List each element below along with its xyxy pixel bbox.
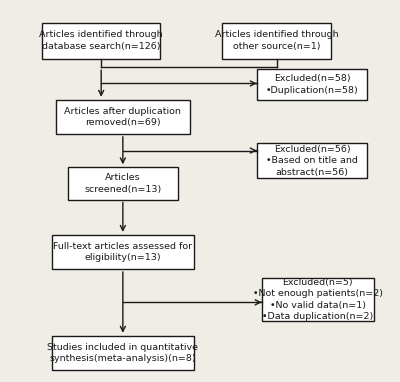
FancyBboxPatch shape: [52, 235, 194, 269]
FancyBboxPatch shape: [42, 23, 160, 59]
FancyBboxPatch shape: [222, 23, 331, 59]
FancyBboxPatch shape: [262, 278, 374, 321]
Text: Excluded(n=56)
•Based on title and
abstract(n=56): Excluded(n=56) •Based on title and abstr…: [266, 145, 358, 176]
Text: Articles identified through
other source(n=1): Articles identified through other source…: [215, 31, 338, 51]
FancyBboxPatch shape: [68, 167, 178, 199]
Text: Full-text articles assessed for
eligibility(n=13): Full-text articles assessed for eligibil…: [53, 242, 192, 262]
Text: Studies included in quantitative
synthesis(meta-analysis)(n=8): Studies included in quantitative synthes…: [47, 343, 198, 363]
FancyBboxPatch shape: [257, 69, 367, 100]
FancyBboxPatch shape: [257, 143, 367, 178]
FancyBboxPatch shape: [52, 336, 194, 370]
Text: Articles after duplication
removed(n=69): Articles after duplication removed(n=69): [64, 107, 181, 127]
FancyBboxPatch shape: [56, 100, 190, 134]
Text: Excluded(n=5)
•Not enough patients(n=2)
•No valid data(n=1)
•Data duplication(n=: Excluded(n=5) •Not enough patients(n=2) …: [253, 278, 383, 321]
Text: Articles identified through
database search(n=126): Articles identified through database sea…: [39, 31, 163, 51]
Text: Excluded(n=58)
•Duplication(n=58): Excluded(n=58) •Duplication(n=58): [266, 74, 358, 95]
Text: Articles
screened(n=13): Articles screened(n=13): [84, 173, 162, 194]
